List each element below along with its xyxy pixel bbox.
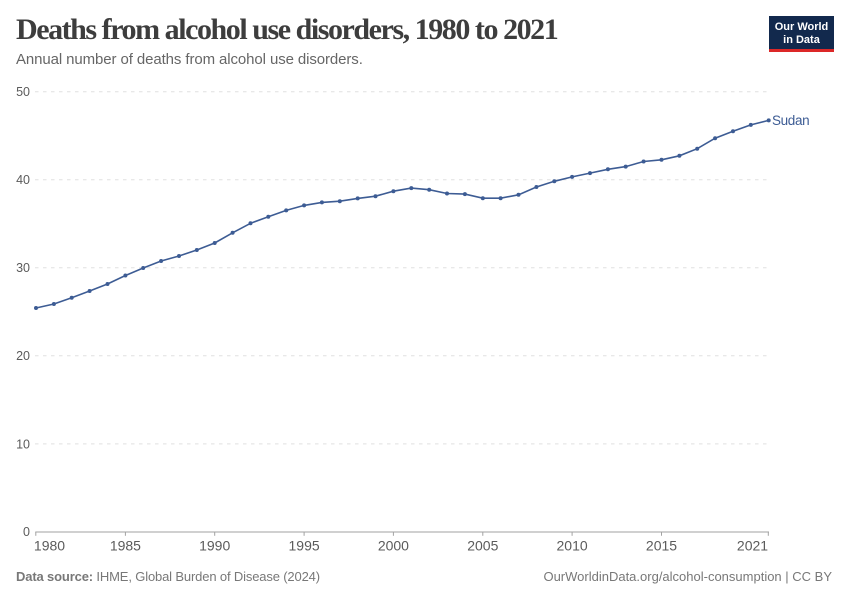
svg-text:2010: 2010 bbox=[557, 537, 588, 553]
svg-text:10: 10 bbox=[16, 437, 30, 451]
svg-text:50: 50 bbox=[16, 85, 30, 99]
svg-text:2000: 2000 bbox=[378, 537, 409, 553]
svg-text:40: 40 bbox=[16, 173, 30, 187]
svg-text:2021: 2021 bbox=[737, 537, 768, 553]
svg-text:1995: 1995 bbox=[289, 537, 320, 553]
svg-text:30: 30 bbox=[16, 261, 30, 275]
svg-text:2015: 2015 bbox=[646, 537, 677, 553]
svg-text:1985: 1985 bbox=[110, 537, 141, 553]
svg-text:20: 20 bbox=[16, 349, 30, 363]
svg-text:1990: 1990 bbox=[199, 537, 230, 553]
svg-text:0: 0 bbox=[23, 525, 30, 539]
svg-text:1980: 1980 bbox=[34, 537, 65, 553]
svg-text:2005: 2005 bbox=[467, 537, 498, 553]
svg-text:Sudan: Sudan bbox=[772, 113, 809, 128]
